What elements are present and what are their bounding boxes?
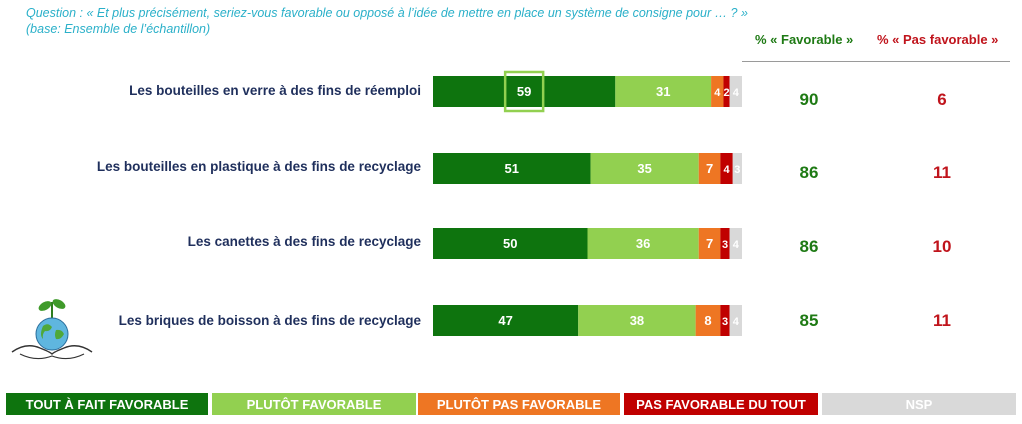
total-favorable: 86 bbox=[799, 163, 819, 182]
bar-segment-plutot-pas bbox=[695, 305, 721, 336]
bar-value-label: 31 bbox=[656, 84, 670, 99]
total-pas-favorable: 11 bbox=[933, 163, 951, 182]
bar-segment-nsp bbox=[729, 76, 742, 107]
bar-segment-tout-a-fait bbox=[433, 228, 588, 259]
header-pas-favorable: % « Pas favorable » bbox=[877, 32, 999, 47]
row-label: Les bouteilles en plastique à des fins d… bbox=[96, 159, 421, 174]
bar-value-label: 2 bbox=[723, 87, 729, 99]
bar-segment-pas-du-tout bbox=[720, 153, 733, 184]
header-divider bbox=[742, 61, 1010, 62]
bar-value-label: 3 bbox=[722, 316, 728, 328]
total-pas-favorable: 10 bbox=[932, 237, 952, 256]
bar-segment-pas-du-tout bbox=[720, 228, 730, 259]
bar-segment-tout-a-fait bbox=[433, 76, 616, 107]
legend-tout-a-fait-favorable: TOUT À FAIT FAVORABLE bbox=[6, 393, 208, 415]
total-favorable: 90 bbox=[799, 90, 819, 109]
bar-segment-plutot-pas bbox=[711, 76, 724, 107]
bar-value-label: 4 bbox=[733, 316, 740, 328]
globe-hands-icon bbox=[11, 299, 93, 360]
bar-segment-nsp bbox=[732, 153, 742, 184]
total-favorable: 86 bbox=[799, 237, 819, 256]
bar-value-label: 3 bbox=[734, 164, 740, 176]
bar-value-label: 4 bbox=[733, 87, 740, 99]
header-favorable: % « Favorable » bbox=[755, 32, 854, 47]
bar-value-label: 36 bbox=[636, 236, 650, 251]
bar-value-label: 4 bbox=[714, 87, 721, 99]
bar-value-label: 38 bbox=[630, 313, 644, 328]
bar-segment-plutot-pas bbox=[698, 228, 721, 259]
total-pas-favorable: 6 bbox=[937, 90, 947, 109]
legend-plutot-pas-favorable: PLUTÔT PAS FAVORABLE bbox=[418, 393, 620, 415]
legend-pas-favorable-du-tout: PAS FAVORABLE DU TOUT bbox=[624, 393, 818, 415]
bar-segment-pas-du-tout bbox=[723, 76, 730, 107]
total-pas-favorable: 11 bbox=[933, 311, 951, 330]
bar-segment-plutot-favorable bbox=[578, 305, 696, 336]
bar-segment-nsp bbox=[729, 228, 742, 259]
legend-plutot-favorable: PLUTÔT FAVORABLE bbox=[212, 393, 416, 415]
row-label: Les canettes à des fins de recyclage bbox=[187, 234, 421, 249]
row-label: Les bouteilles en verre à des fins de ré… bbox=[129, 83, 421, 98]
bar-segment-plutot-favorable bbox=[587, 228, 699, 259]
legend-nsp: NSP bbox=[822, 393, 1016, 415]
row-label: Les briques de boisson à des fins de rec… bbox=[118, 313, 421, 328]
bar-segment-plutot-favorable bbox=[615, 76, 712, 107]
bar-segment-plutot-pas bbox=[698, 153, 721, 184]
bar-value-label: 35 bbox=[637, 161, 651, 176]
total-favorable: 85 bbox=[799, 311, 819, 330]
bar-value-label: 3 bbox=[722, 239, 728, 251]
bar-value-label: 50 bbox=[503, 236, 517, 251]
bar-value-label: 4 bbox=[733, 239, 740, 251]
bar-value-label: 8 bbox=[704, 313, 711, 328]
bar-value-label: 47 bbox=[498, 313, 512, 328]
bar-segment-nsp bbox=[729, 305, 742, 336]
bar-value-label: 4 bbox=[723, 164, 730, 176]
bar-segment-tout-a-fait bbox=[433, 153, 591, 184]
stacked-bar-chart: 59 31 4 2 451 35 7 4 350 36 7 3 447 38 8 3 4 bbox=[433, 70, 742, 336]
bar-segment-pas-du-tout bbox=[720, 305, 730, 336]
bar-value-label: 59 bbox=[517, 84, 531, 99]
bar-value-label: 7 bbox=[706, 236, 713, 251]
question-line: Question : « Et plus précisément, seriez… bbox=[26, 6, 748, 20]
highlight-box bbox=[503, 70, 545, 113]
question-base: (base: Ensemble de l’échantillon) bbox=[26, 22, 211, 36]
bar-value-label: 7 bbox=[706, 161, 713, 176]
bar-value-label: 51 bbox=[505, 161, 519, 176]
bar-segment-tout-a-fait bbox=[433, 305, 579, 336]
bar-segment-plutot-favorable bbox=[590, 153, 699, 184]
